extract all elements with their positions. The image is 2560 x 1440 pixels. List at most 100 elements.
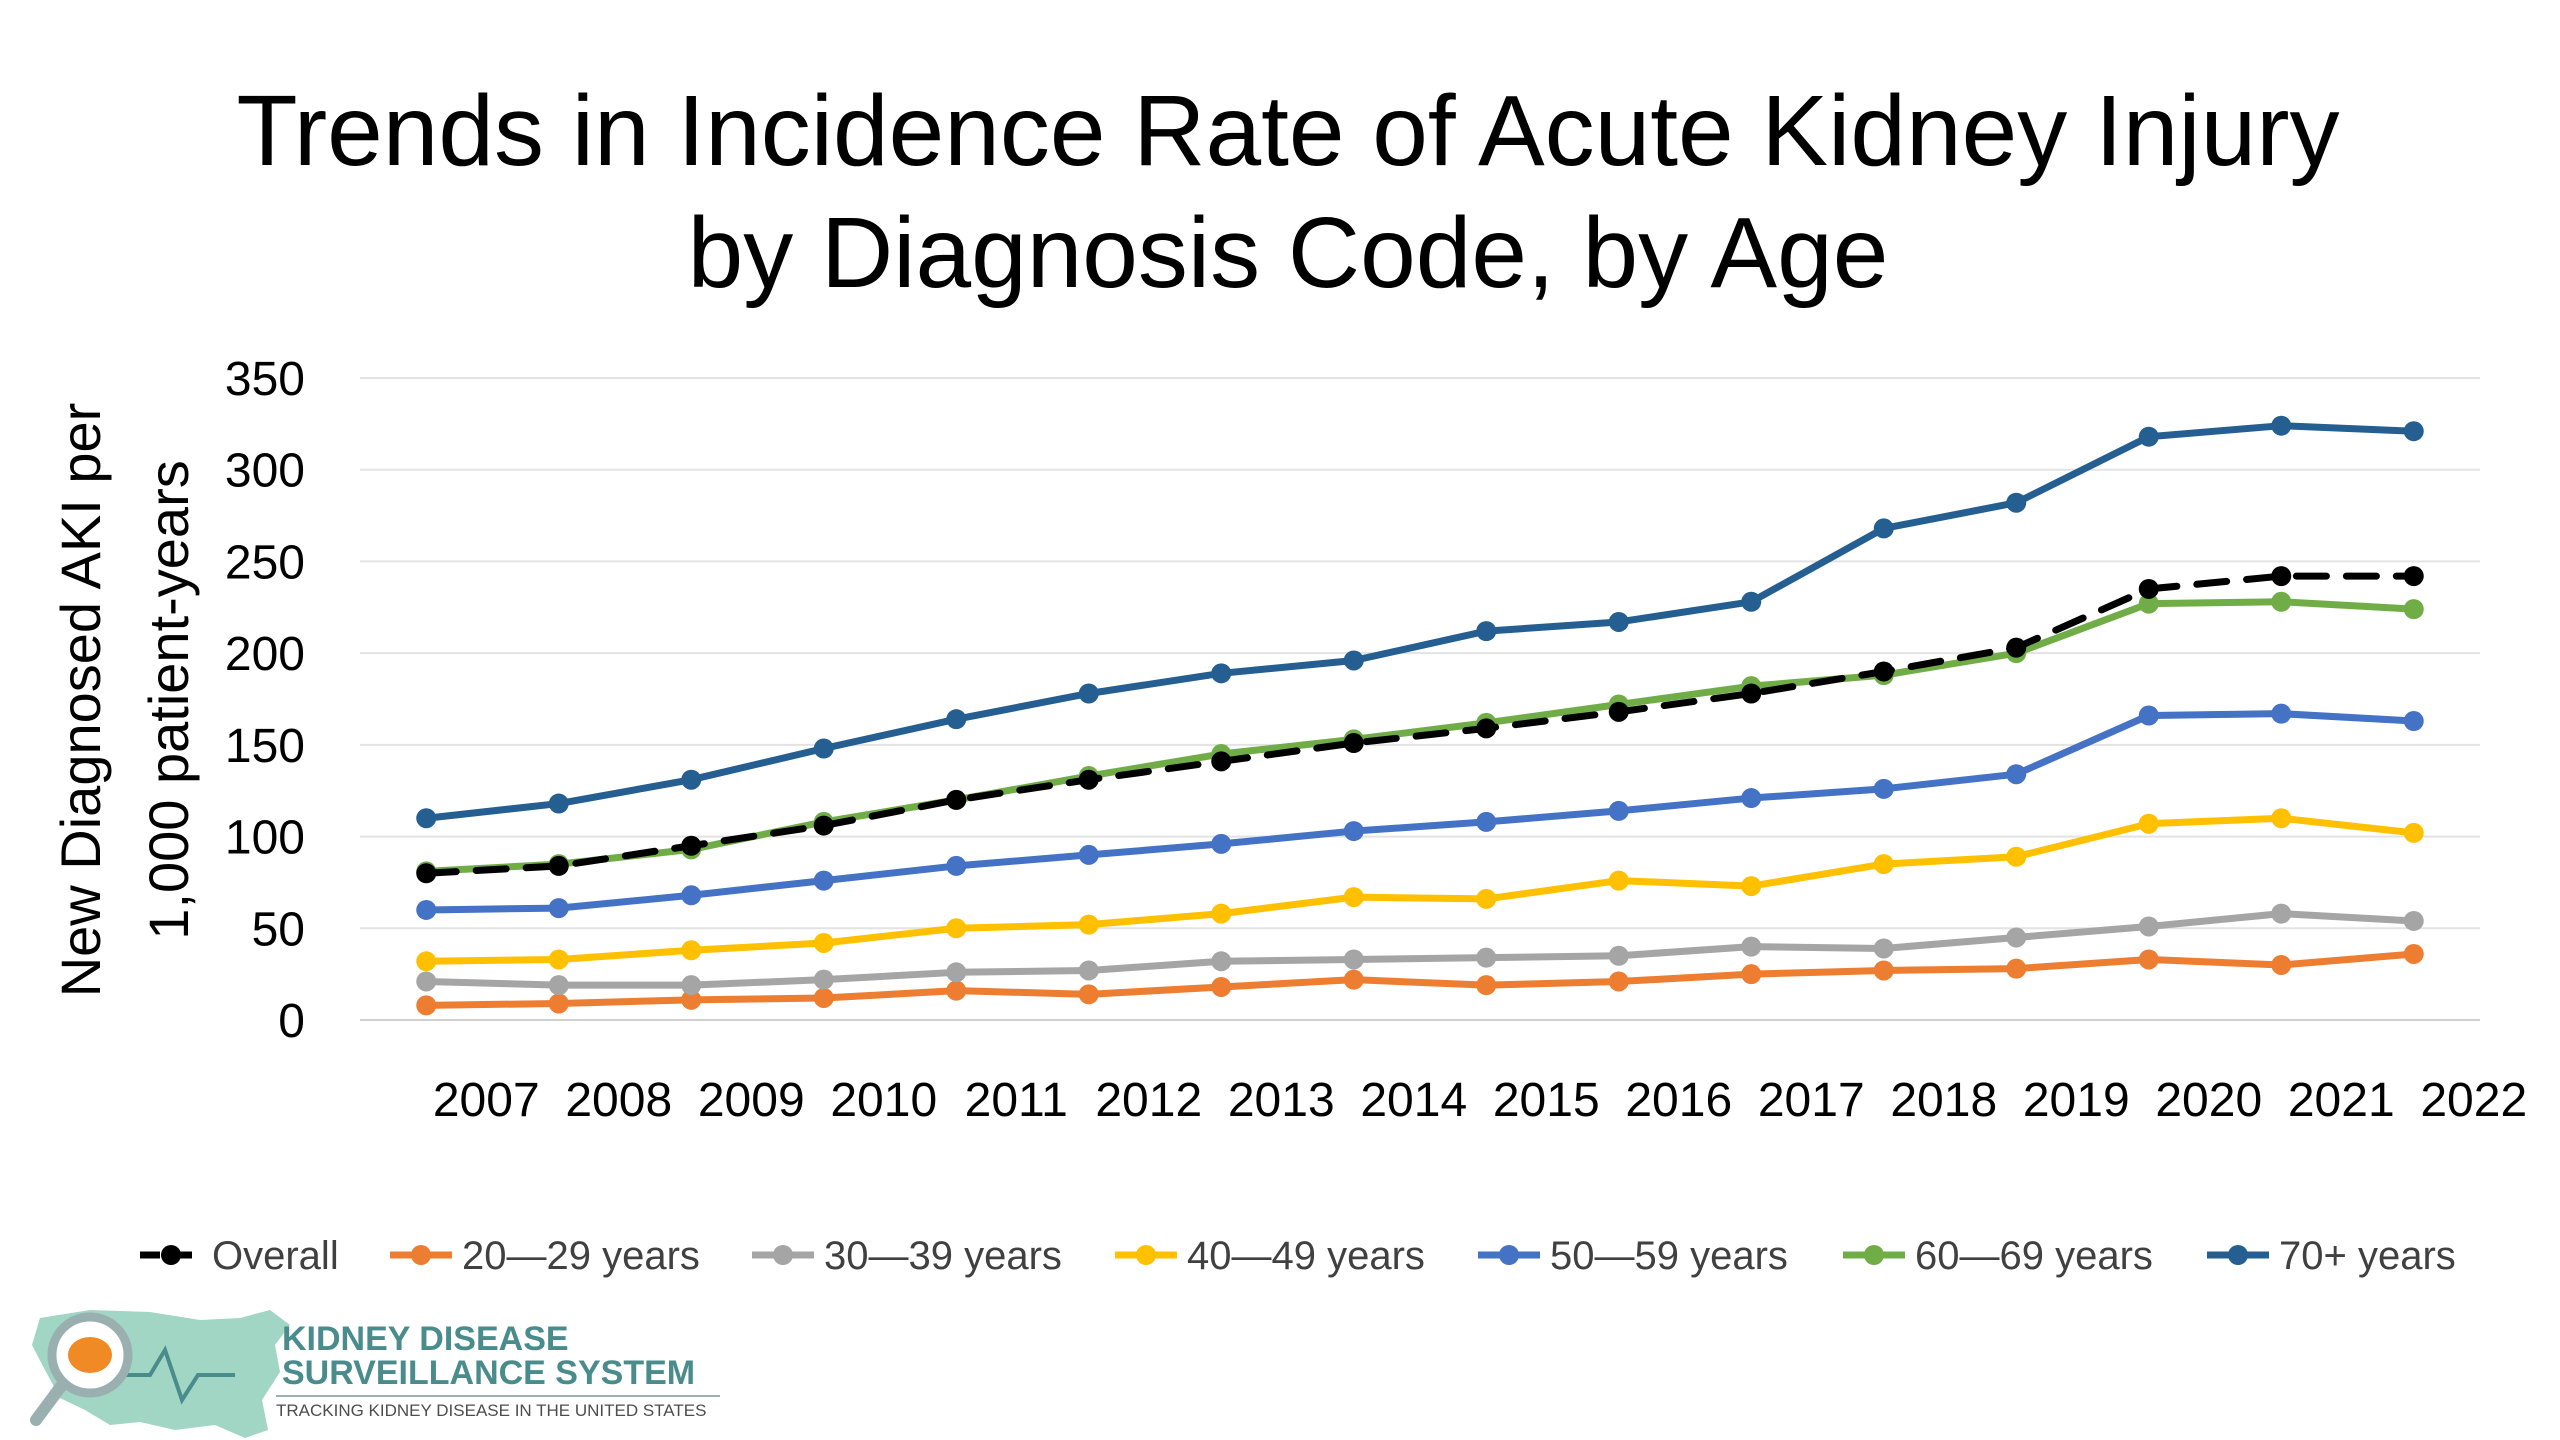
data-point [1211,833,1232,854]
kdss-logo: KIDNEY DISEASE SURVEILLANCE SYSTEM TRACK… [30,1310,720,1438]
data-point [813,738,834,759]
y-tick-label: 50 [252,903,305,956]
y-tick-label: 100 [225,812,305,865]
data-point [2271,903,2292,924]
data-point [681,835,702,856]
data-point [2271,591,2292,612]
data-point [2006,958,2027,979]
data-point [813,987,834,1008]
data-point [946,980,967,1001]
data-point [681,769,702,790]
data-point [1078,683,1099,704]
data-point [1741,788,1762,809]
x-tick-label: 2022 [2420,1074,2527,1127]
data-point [548,993,569,1014]
x-tick-label: 2020 [2155,1074,2262,1127]
data-point [1211,951,1232,972]
series-line [422,710,2418,914]
data-point [1608,945,1629,966]
x-tick-label: 2008 [565,1074,672,1127]
legend-label: 30—39 years [824,1234,1062,1278]
y-axis-ticks: 0 50 100 150 200 250 300 350 [225,353,305,1048]
data-point [2403,822,2424,843]
data-point [1873,938,1894,959]
data-point [681,940,702,961]
data-point [416,863,437,884]
legend-item: 30—39 years [752,1234,1062,1278]
data-point [1476,947,1497,968]
logo-tagline: TRACKING KIDNEY DISEASE IN THE UNITED ST… [276,1401,706,1420]
data-point [2403,910,2424,931]
y-tick-label: 200 [225,628,305,681]
y-tick-label: 150 [225,720,305,773]
chart-title: Trends in Incidence Rate of Acute Kidney… [236,75,2339,309]
data-point [2006,492,2027,513]
data-point [2138,813,2159,834]
series-line [422,422,2418,822]
data-point [2006,927,2027,948]
data-point [1873,778,1894,799]
legend-swatch-marker [2228,1245,2248,1265]
data-point [1211,663,1232,684]
data-point [1608,870,1629,891]
legend-item: 70+ years [2207,1234,2456,1278]
data-point [2403,566,2424,587]
series-line [422,910,2418,989]
data-point [2271,954,2292,975]
data-point [813,815,834,836]
data-point [1873,960,1894,981]
data-point [1211,903,1232,924]
data-point [681,989,702,1010]
data-point [681,885,702,906]
data-point [1741,936,1762,957]
pulse-line-icon [110,1345,235,1405]
x-tick-label: 2017 [1758,1074,1865,1127]
data-point [2403,711,2424,732]
series-line [422,814,2418,965]
data-point [1476,621,1497,642]
x-tick-label: 2019 [2023,1074,2130,1127]
data-point [2403,421,2424,442]
x-tick-label: 2014 [1360,1074,1467,1127]
data-point [1078,960,1099,981]
data-point [813,870,834,891]
data-point [2138,705,2159,726]
data-point [416,951,437,972]
data-point [813,969,834,990]
legend-swatch-marker [1136,1245,1156,1265]
legend: Overall 20—29 years 30—39 years 40—49 years… [140,1234,2456,1278]
data-point [548,855,569,876]
data-point [416,808,437,829]
series-lines [416,415,2424,1016]
series-line [422,572,2418,877]
data-point [1741,683,1762,704]
legend-item: 40—49 years [1115,1234,1425,1278]
data-point [416,971,437,992]
x-tick-label: 2011 [965,1074,1068,1127]
data-point [2271,808,2292,829]
kidney-icon [68,1337,112,1373]
y-axis-label-line-1: New Diagnosed AKI per [49,403,112,998]
data-point [2403,599,2424,620]
x-tick-label: 2016 [1625,1074,1732,1127]
data-point [1741,964,1762,985]
data-point [548,949,569,970]
x-tick-label: 2012 [1095,1074,1202,1127]
series-3 [416,808,2424,972]
legend-label: 70+ years [2279,1234,2456,1278]
series-1 [416,943,2424,1016]
data-point [2006,637,2027,658]
x-tick-label: 2007 [433,1074,540,1127]
legend-label: 20—29 years [462,1234,700,1278]
data-point [548,793,569,814]
data-point [1741,876,1762,897]
data-point [1343,650,1364,671]
series-line [422,598,2418,875]
legend-item: 50—59 years [1478,1234,1788,1278]
chart-title-line-2: by Diagnosis Code, by Age [688,197,1889,309]
data-point [1078,769,1099,790]
data-point [1476,718,1497,739]
x-tick-label: 2013 [1228,1074,1335,1127]
legend-label: 60—69 years [1915,1234,2153,1278]
